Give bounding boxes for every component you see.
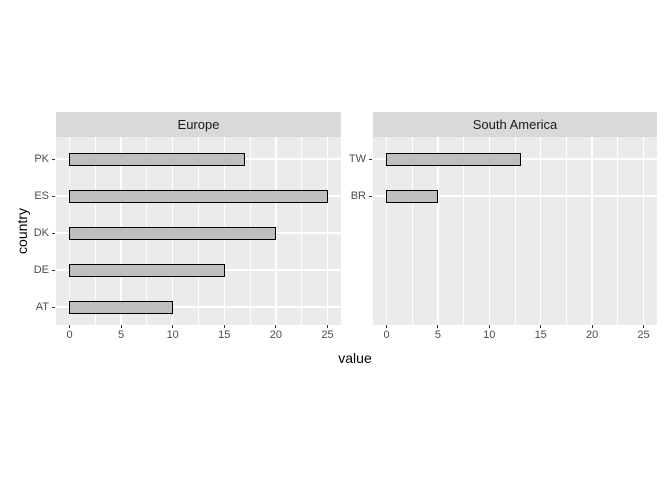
bar-tw xyxy=(386,152,521,166)
bar-dk xyxy=(69,226,277,240)
y-tick-label-br: BR xyxy=(350,190,366,202)
x-tick-label: 10 xyxy=(483,329,496,341)
x-tick-mark xyxy=(327,325,328,328)
y-tick-label-de: DE xyxy=(33,264,49,276)
x-tick-label: 15 xyxy=(218,329,231,341)
x-tick-mark xyxy=(69,325,70,328)
y-tick-label-pk: PK xyxy=(34,153,49,165)
facet-strip-label-south-america: South America xyxy=(472,117,558,132)
x-tick-mark xyxy=(488,325,490,328)
x-tick-mark xyxy=(540,325,542,328)
bar-es xyxy=(69,189,328,203)
gridline-major-v xyxy=(326,137,329,325)
x-tick-mark xyxy=(172,325,174,328)
y-tick-mark xyxy=(52,269,55,271)
x-tick-label: 10 xyxy=(166,329,179,341)
x-tick-label: 25 xyxy=(637,329,650,341)
x-tick-mark xyxy=(275,325,277,328)
x-tick-label: 15 xyxy=(534,329,547,341)
bar-br xyxy=(386,189,439,203)
y-tick-mark xyxy=(52,306,55,308)
facet-strip-europe: Europe xyxy=(56,112,341,137)
y-tick-label-es: ES xyxy=(34,190,49,202)
gridline-minor-v xyxy=(565,137,567,325)
y-tick-label-dk: DK xyxy=(33,227,49,239)
bar-de xyxy=(69,263,225,277)
facet-panel-europe xyxy=(56,137,341,325)
gridline-major-v xyxy=(488,137,491,325)
gridline-major-h xyxy=(56,306,341,308)
x-tick-mark xyxy=(437,325,439,328)
y-tick-mark xyxy=(52,195,55,197)
gridline-major-h xyxy=(373,195,657,197)
x-axis-title: value xyxy=(338,350,372,366)
gridline-major-v xyxy=(591,137,593,325)
x-tick-label: 20 xyxy=(585,329,599,341)
y-tick-mark xyxy=(369,195,372,197)
gridline-major-v xyxy=(539,137,542,325)
facet-strip-south-america: South America xyxy=(373,112,657,137)
x-tick-label: 5 xyxy=(118,329,125,341)
x-tick-label: 20 xyxy=(269,329,283,341)
y-tick-mark xyxy=(52,158,55,160)
x-tick-label: 5 xyxy=(434,329,441,341)
x-tick-mark xyxy=(120,325,122,328)
gridline-minor-v xyxy=(617,137,619,325)
gridline-minor-v xyxy=(301,137,303,325)
y-tick-label-tw: TW xyxy=(348,153,366,165)
x-tick-mark xyxy=(386,325,387,328)
x-tick-mark xyxy=(223,325,225,328)
gridline-minor-v xyxy=(514,137,516,325)
x-tick-label: 0 xyxy=(66,329,73,341)
bar-at xyxy=(69,300,174,314)
gridline-major-v xyxy=(642,137,645,325)
bar-pk xyxy=(69,152,246,166)
x-tick-mark xyxy=(643,325,644,328)
y-tick-mark xyxy=(52,232,55,234)
facet-panel-south-america xyxy=(373,137,657,325)
y-tick-mark xyxy=(369,158,372,160)
x-tick-label: 25 xyxy=(321,329,334,341)
x-tick-mark xyxy=(591,325,593,328)
gridline-minor-v xyxy=(463,137,465,325)
gridline-major-v xyxy=(385,137,388,325)
facet-strip-label-europe: Europe xyxy=(177,117,220,132)
x-tick-label: 0 xyxy=(383,329,390,341)
gridline-major-v xyxy=(437,137,439,325)
y-tick-label-at: AT xyxy=(35,301,49,313)
gridline-minor-v xyxy=(411,137,413,325)
